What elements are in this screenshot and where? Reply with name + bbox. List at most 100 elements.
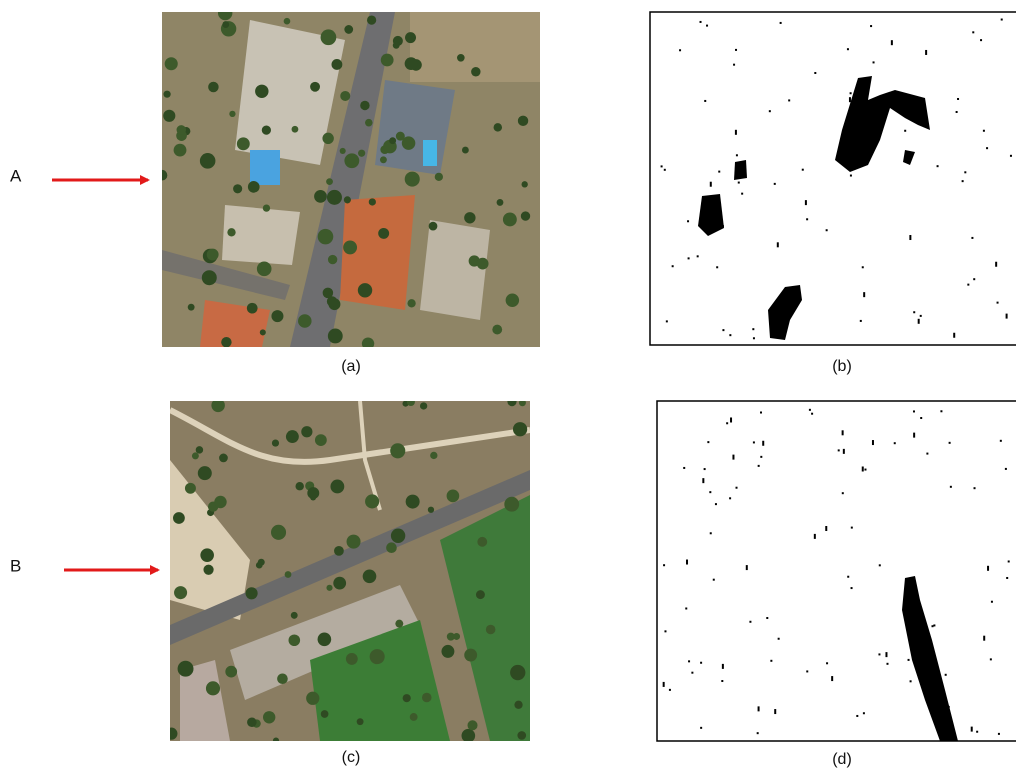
noise-dot xyxy=(1010,155,1012,157)
tree xyxy=(291,612,298,619)
tree xyxy=(292,126,299,133)
noise-dot xyxy=(847,48,849,50)
tree xyxy=(386,542,397,553)
tree xyxy=(272,439,279,446)
noise-dot xyxy=(983,130,985,132)
caption: (d) xyxy=(832,751,852,768)
noise-dot xyxy=(722,225,724,227)
noise-dot xyxy=(749,621,751,623)
noise-dot xyxy=(774,709,776,714)
noise-dot xyxy=(972,31,974,33)
tree xyxy=(165,57,178,70)
tree xyxy=(200,548,214,562)
tree xyxy=(271,310,283,322)
tree xyxy=(262,126,271,135)
noise-dot xyxy=(729,497,731,499)
noise-dot xyxy=(937,165,939,167)
noise-dot xyxy=(766,617,768,619)
noise-dot xyxy=(700,662,702,664)
mask-blob xyxy=(734,160,747,180)
tree xyxy=(471,67,480,76)
tree xyxy=(389,137,396,144)
noise-dot xyxy=(1008,560,1010,562)
tree xyxy=(441,645,454,658)
noise-dot xyxy=(949,442,951,444)
noise-dot xyxy=(1000,440,1002,442)
tree xyxy=(295,482,303,490)
noise-dot xyxy=(826,229,828,231)
noise-dot xyxy=(998,733,1000,735)
tree xyxy=(340,91,350,101)
tree xyxy=(225,666,237,678)
caption: (b) xyxy=(832,358,852,375)
tree xyxy=(467,720,477,730)
tree xyxy=(163,91,170,98)
tree xyxy=(369,198,376,205)
tree xyxy=(202,270,217,285)
tree xyxy=(208,82,219,93)
noise-dot xyxy=(878,653,880,655)
tree xyxy=(310,82,320,92)
tree xyxy=(367,15,376,24)
tree xyxy=(321,710,329,718)
tree xyxy=(326,178,333,185)
mask-image xyxy=(650,12,1016,345)
tree xyxy=(328,329,343,344)
tree xyxy=(326,585,332,591)
tree xyxy=(327,296,337,306)
noise-dot xyxy=(983,636,985,641)
noise-dot xyxy=(964,171,966,173)
tree xyxy=(405,32,416,43)
tree xyxy=(347,535,361,549)
tree xyxy=(381,54,394,67)
noise-dot xyxy=(926,453,928,455)
tree xyxy=(486,625,496,635)
tree xyxy=(360,101,369,110)
noise-dot xyxy=(700,727,702,729)
noise-dot xyxy=(922,101,924,103)
noise-dot xyxy=(762,441,764,446)
tree xyxy=(178,661,194,677)
noise-dot xyxy=(991,601,993,603)
tree xyxy=(365,119,373,127)
tree xyxy=(518,116,528,126)
noise-dot xyxy=(729,334,731,336)
tree xyxy=(420,402,427,409)
building xyxy=(420,220,490,320)
tree xyxy=(477,537,487,547)
tree xyxy=(407,299,415,307)
tree xyxy=(163,110,175,122)
tree xyxy=(218,6,232,20)
tree xyxy=(333,577,346,590)
noise-dot xyxy=(973,278,975,280)
tree xyxy=(219,454,228,463)
noise-dot xyxy=(879,564,881,566)
tree xyxy=(435,173,443,181)
tree xyxy=(306,692,319,705)
noise-dot xyxy=(760,456,762,458)
tree xyxy=(301,426,312,437)
noise-dot xyxy=(912,614,914,616)
tree xyxy=(200,153,216,169)
noise-dot xyxy=(730,417,732,422)
tree xyxy=(403,694,411,702)
tree xyxy=(521,211,530,220)
noise-dot xyxy=(933,624,935,626)
tree xyxy=(519,399,526,406)
noise-dot xyxy=(971,237,973,239)
tree xyxy=(322,133,333,144)
row-label: A xyxy=(10,166,22,185)
noise-dot xyxy=(971,727,973,732)
noise-dot xyxy=(826,662,828,664)
noise-dot xyxy=(986,147,988,149)
tree xyxy=(517,731,526,740)
noise-dot xyxy=(894,442,896,444)
noise-dot xyxy=(741,193,743,195)
noise-dot xyxy=(735,130,737,135)
tree xyxy=(497,199,504,206)
tree xyxy=(396,132,405,141)
noise-dot xyxy=(710,532,712,534)
tree xyxy=(504,497,519,512)
tree xyxy=(514,701,522,709)
noise-dot xyxy=(736,154,738,156)
